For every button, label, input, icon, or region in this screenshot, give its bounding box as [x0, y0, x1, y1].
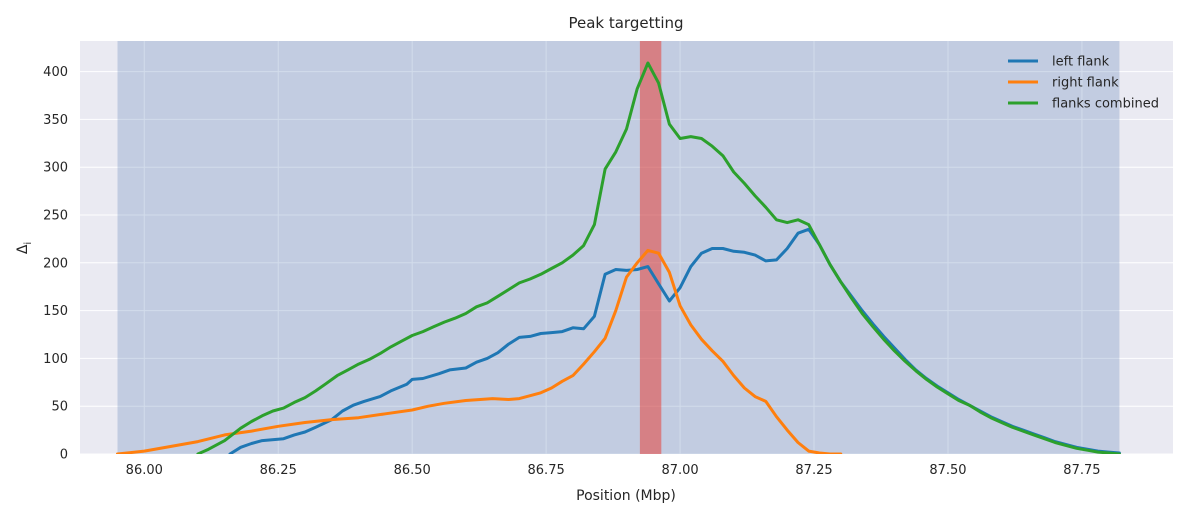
legend-label: left flank [1052, 55, 1110, 70]
series-line-right-flank [116, 248, 843, 454]
chart-title: Peak targetting [568, 14, 683, 32]
x-tick-label: 86.50 [394, 463, 431, 478]
y-tick-label: 300 [43, 161, 68, 176]
plot-background [80, 41, 1173, 454]
x-tick-label: 86.25 [260, 463, 297, 478]
x-tick-label: 87.50 [929, 463, 966, 478]
x-tick-label: 87.25 [795, 463, 832, 478]
y-axis-label-main: Δ [15, 244, 31, 254]
y-tick-label: 50 [51, 400, 68, 415]
series-line-flanks-combined [196, 61, 1121, 454]
y-tick-label: 250 [43, 208, 68, 223]
y-tick-label: 400 [43, 65, 68, 80]
y-tick-label: 100 [43, 352, 68, 367]
legend-label: flanks combined [1052, 97, 1159, 112]
y-tick-label: 150 [43, 304, 68, 319]
peak-span [639, 41, 662, 454]
legend: left flank right flank flanks combined [1008, 55, 1159, 112]
y-axis-label-sub: i [23, 242, 34, 245]
x-tick-label: 87.75 [1063, 463, 1100, 478]
legend-label: right flank [1052, 76, 1119, 91]
y-axis-label: Δi [15, 242, 34, 254]
y-tick-label: 200 [43, 256, 68, 271]
y-tick-label: 350 [43, 113, 68, 128]
spans [117, 41, 1120, 454]
x-ticks: 86.00 86.25 86.50 86.75 87.00 87.25 87.50 87.75 [126, 463, 1101, 478]
y-ticks: 0 50 100 150 200 250 300 350 400 [43, 65, 68, 462]
x-tick-label: 87.00 [661, 463, 698, 478]
x-axis-label: Position (Mbp) [576, 488, 676, 504]
series-lines [116, 61, 1121, 454]
grid [80, 41, 1173, 455]
region-span [117, 41, 1120, 454]
x-tick-label: 86.75 [528, 463, 565, 478]
y-tick-label: 0 [60, 448, 68, 463]
x-tick-label: 86.00 [126, 463, 163, 478]
